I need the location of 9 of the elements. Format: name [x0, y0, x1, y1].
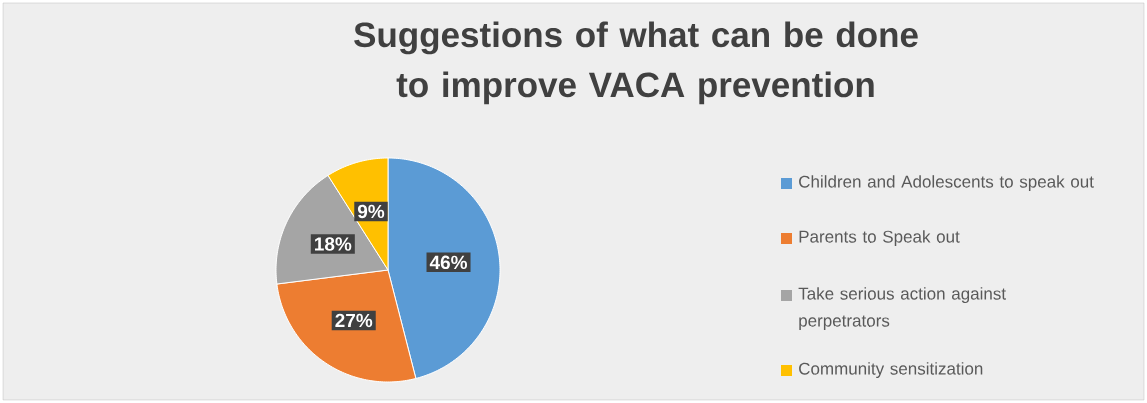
data-label: 27% [335, 313, 373, 328]
chart-title: Suggestions of what can be done to improve VACA prevention [354, 21, 918, 105]
legend-label: Children and Adolescents to speak out [799, 175, 1094, 192]
legend-label: Community sensitization [799, 362, 983, 379]
data-label: 9% [357, 204, 385, 219]
legend-label: Take serious action against perpetrators [798, 287, 1006, 331]
legend-label: Parents to Speak out [799, 230, 960, 247]
data-label: 46% [429, 255, 468, 270]
data-label: 18% [315, 237, 352, 251]
